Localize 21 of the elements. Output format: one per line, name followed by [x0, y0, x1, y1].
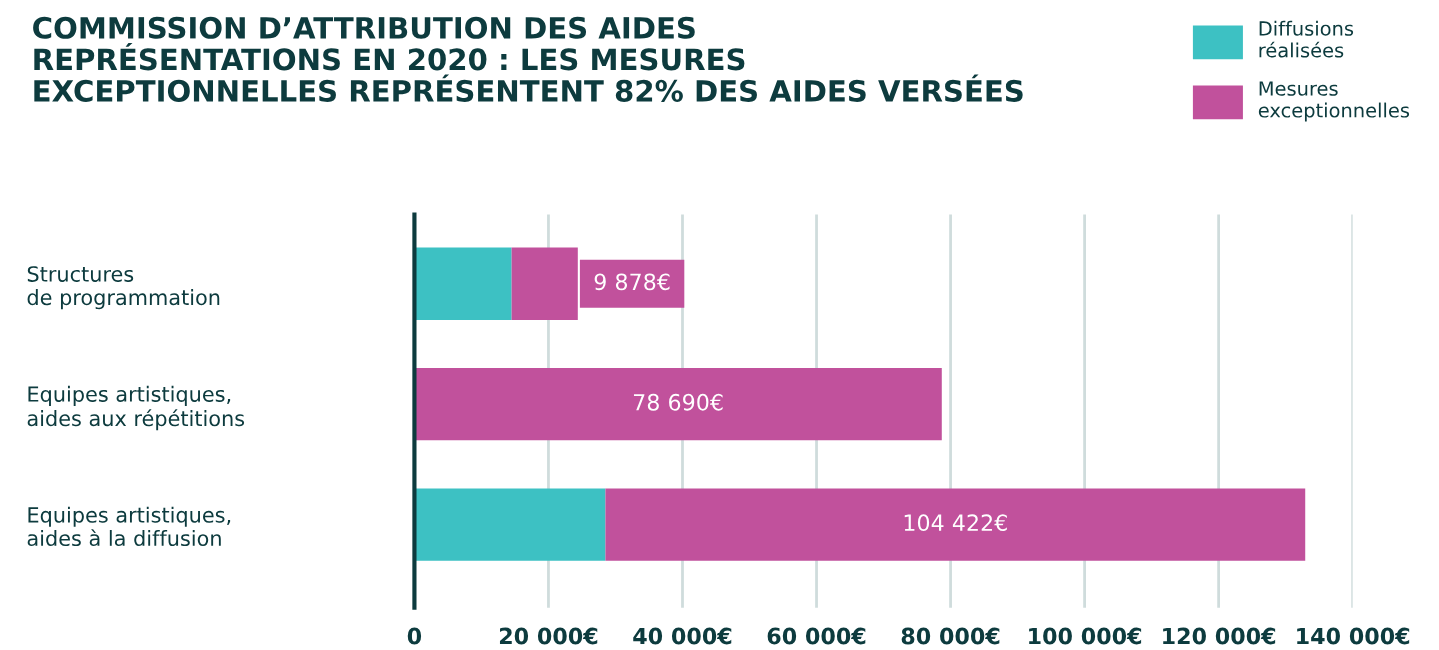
x-tick-label: 0 [407, 627, 422, 645]
bar [414, 247, 512, 320]
x-tick-label: 120 000€ [1163, 627, 1276, 645]
x-tick-label: 60 000€ [767, 627, 866, 645]
x-tick-label: 40 000€ [633, 627, 732, 645]
x-tick-label: 140 000€ [1297, 627, 1410, 645]
y-tick-label: Equipes artistiques, aides aux répétitions [27, 385, 245, 431]
x-tick-label: 100 000€ [1029, 627, 1142, 645]
x-tick-label: 20 000€ [499, 627, 598, 645]
legend-label: Diffusions réalisées [1259, 20, 1354, 58]
chart-title: COMMISSION D’ATTRIBUTION DES AIDES REPRÉSENTATIONS EN 2020 : LES MESURES EXCEPTIONNELLES REPRÉSENTENT 82% DES AIDES VERSÉES [33, 16, 1023, 102]
x-tick-label: 80 000€ [901, 627, 1000, 645]
bar [605, 488, 1306, 561]
y-tick-label: Structures de programmation [27, 266, 220, 310]
bar [414, 488, 606, 561]
y-tick-label: Equipes artistiques, aides à la diffusion [27, 506, 231, 547]
bar [414, 368, 942, 441]
data-label: 104 422€ [904, 514, 1007, 532]
legend-label: Mesures exceptionnelles [1258, 81, 1410, 122]
data-label: 78 690€ [633, 393, 723, 411]
data-label: 9 878€ [594, 273, 670, 291]
